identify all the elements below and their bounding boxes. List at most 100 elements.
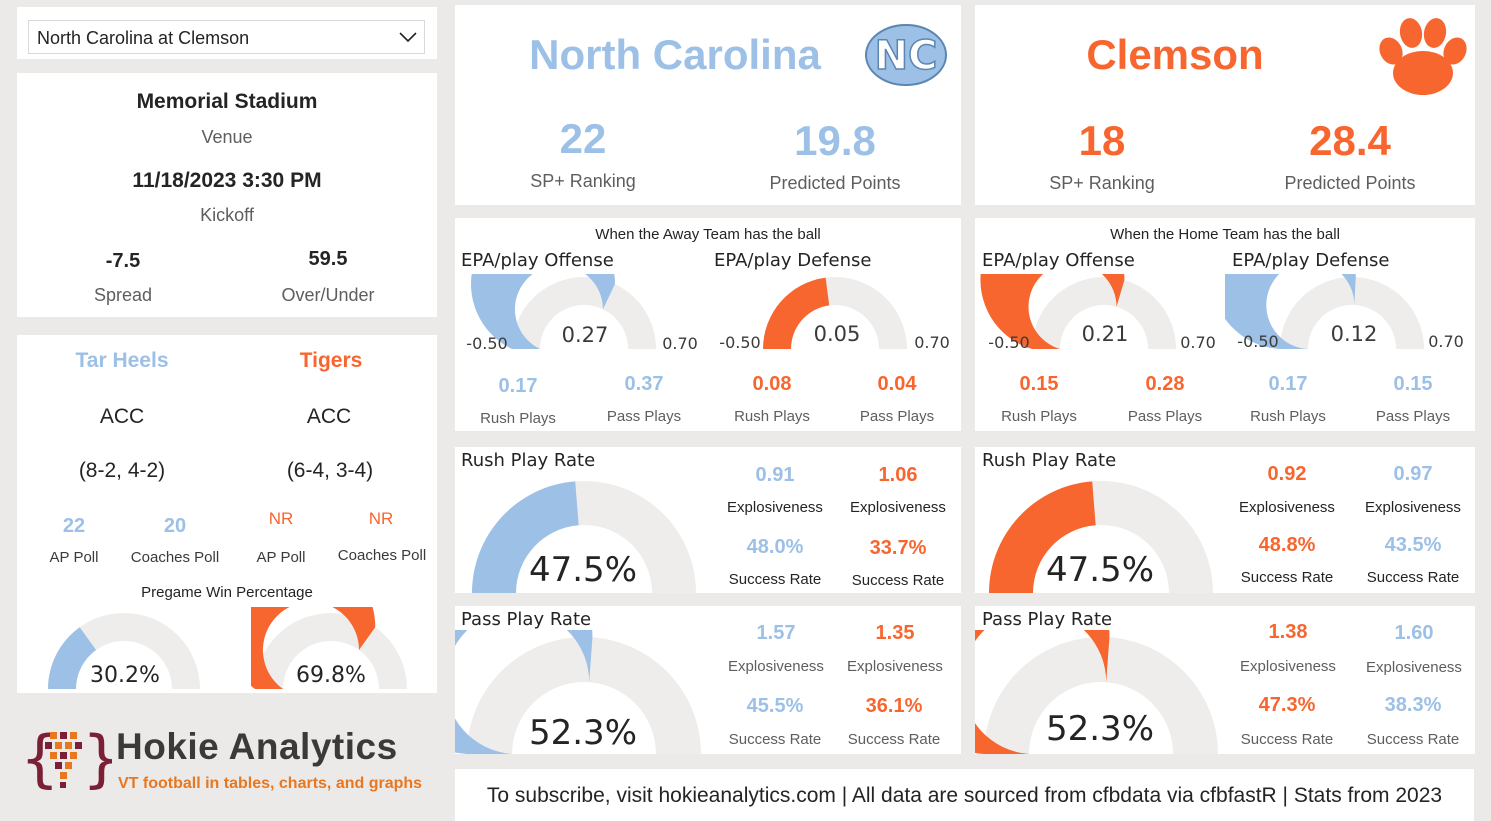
rush-plays-label: Rush Plays (480, 410, 556, 427)
rush-rate-title: Rush Play Rate (982, 450, 1117, 471)
success-rate-label: Success Rate (847, 731, 941, 748)
epa-home-offense-gauge: 0.21 -0.50 0.70 (980, 274, 1216, 352)
success-rate-label: Success Rate (1240, 731, 1334, 748)
pass-plays-label: Pass Plays (1127, 408, 1203, 425)
home-pred-label: Predicted Points (1284, 173, 1416, 193)
away-win-gauge: 30.2% (48, 613, 200, 689)
away-ap-label: AP Poll (49, 549, 99, 566)
gauge-value: 0.21 (1082, 322, 1129, 346)
epa-away-title: When the Away Team has the ball (595, 226, 821, 243)
spread-value: -7.5 (105, 250, 141, 272)
away-nickname: Tar Heels (75, 349, 169, 372)
pass-rate-title: Pass Play Rate (982, 609, 1113, 630)
gauge-min: -0.50 (719, 333, 760, 352)
footer-card: To subscribe, visit hokieanalytics.com |… (455, 769, 1474, 821)
home-def-rush-explosiveness: 1.06 (878, 464, 918, 486)
gauge-min: -0.50 (988, 333, 1029, 352)
home-win-gauge: 69.8% (251, 607, 407, 689)
gauge-track (1280, 277, 1424, 349)
nc-monogram-logo: NC (865, 24, 947, 86)
gauge-fill (1225, 274, 1356, 349)
home-def-rush-epa: 0.08 (752, 373, 792, 395)
away-ap-poll: 22 (62, 515, 86, 537)
gauge-fill (472, 481, 579, 593)
away-coaches-poll: 20 (163, 515, 187, 537)
game-selector-dropdown[interactable]: North Carolina at Clemson (28, 20, 425, 54)
gauge-max: 0.70 (1428, 332, 1464, 351)
away-off-pass-explosiveness: 1.57 (756, 622, 796, 644)
away-record: (8-2, 4-2) (78, 459, 166, 482)
gauge-value: 0.12 (1331, 322, 1378, 346)
explosiveness-label: Explosiveness (1366, 659, 1462, 676)
explosiveness-label: Explosiveness (1365, 499, 1461, 516)
home-off-pass-epa: 0.28 (1145, 373, 1185, 395)
gauge-max: 0.70 (1180, 333, 1216, 352)
rush-rate-title: Rush Play Rate (461, 450, 596, 471)
rush-plays-label: Rush Plays (1250, 408, 1326, 425)
gauge-track (48, 613, 200, 689)
gauge-min: -0.50 (466, 334, 507, 353)
gauge-fill (251, 607, 376, 689)
away-team-header: North Carolina NC 22 SP+ Ranking 19.8 Pr… (455, 5, 961, 205)
away-def-pass-explosiveness: 1.60 (1394, 622, 1434, 644)
rush-plays-label: Rush Plays (1001, 408, 1077, 425)
rush-rate-away-ball-card: Rush Play Rate 47.5% 0.91 1.06 Explosive… (455, 447, 961, 593)
explosiveness-label: Explosiveness (1240, 658, 1336, 675)
explosiveness-label: Explosiveness (727, 499, 823, 516)
pass-rate-away-gauge: 52.3% (455, 630, 701, 754)
pass-plays-label: Pass Plays (859, 408, 935, 425)
epa-away-offense-label: EPA/play Offense (461, 250, 614, 271)
hokie-analytics-logo: { } (20, 722, 112, 795)
gauge-max: 0.70 (662, 334, 698, 353)
home-ap-poll: NR (268, 509, 294, 528)
brand-block: { } Hokie Analytics VT football in table… (20, 718, 440, 798)
home-off-rush-explosiveness: 0.92 (1267, 463, 1307, 485)
gauge-value: 47.5% (529, 550, 637, 590)
rush-rate-home-gauge: 47.5% (989, 481, 1213, 593)
gauge-track (984, 637, 1218, 754)
gauge-value: 52.3% (1046, 709, 1154, 749)
away-team-name: North Carolina (529, 31, 821, 78)
explosiveness-label: Explosiveness (850, 499, 946, 516)
gauge-value: 52.3% (529, 713, 637, 753)
home-off-pass-explosiveness: 1.38 (1268, 621, 1308, 643)
pass-rate-home-ball-card: Pass Play Rate 52.3% 1.38 1.60 Explosive… (975, 606, 1475, 754)
home-def-pass-epa: 0.04 (877, 373, 917, 395)
away-off-pass-epa: 0.37 (624, 373, 664, 395)
away-off-rush-epa: 0.17 (498, 375, 538, 397)
home-coaches-label: Coaches Poll (337, 547, 427, 564)
epa-home-title: When the Home Team has the ball (1110, 226, 1340, 243)
epa-home-defense-gauge: 0.12 -0.50 0.70 (1225, 274, 1464, 351)
away-sp-rank: 22 (559, 115, 607, 162)
home-team-name: Clemson (1086, 31, 1264, 78)
explosiveness-label: Explosiveness (847, 658, 943, 675)
home-off-rush-success: 48.8% (1258, 534, 1316, 556)
away-conference: ACC (99, 405, 145, 428)
away-off-rush-success: 48.0% (746, 536, 804, 558)
home-off-pass-success: 47.3% (1258, 694, 1316, 716)
kickoff-time: 11/18/2023 3:30 PM (132, 169, 322, 192)
gauge-fill (989, 481, 1096, 593)
gauge-value: 0.05 (814, 322, 861, 346)
epa-home-offense-label: EPA/play Offense (982, 250, 1135, 271)
success-rate-label: Success Rate (1366, 569, 1460, 586)
chevron-down-icon[interactable] (398, 30, 418, 44)
epa-home-defense-label: EPA/play Defense (1232, 250, 1390, 271)
game-info-card: Memorial Stadium Venue 11/18/2023 3:30 P… (17, 73, 437, 317)
gauge-value: 47.5% (1046, 550, 1154, 590)
home-conference: ACC (306, 405, 352, 428)
epa-away-ball-card: When the Away Team has the ball EPA/play… (455, 218, 961, 431)
game-selector-value: North Carolina at Clemson (37, 28, 250, 48)
success-rate-label: Success Rate (1240, 569, 1334, 586)
away-pred-label: Predicted Points (769, 173, 901, 193)
home-pred-points: 28.4 (1309, 117, 1391, 164)
venue-label: Venue (201, 127, 253, 147)
gauge-track (467, 637, 701, 754)
gauge-min: -0.50 (1237, 332, 1278, 351)
success-rate-label: Success Rate (728, 731, 822, 748)
home-nickname: Tigers (299, 349, 363, 372)
away-def-rush-explosiveness: 0.97 (1393, 463, 1433, 485)
gauge-track (1032, 277, 1176, 349)
explosiveness-label: Explosiveness (728, 658, 824, 675)
win-pct-title: Pregame Win Percentage (141, 584, 313, 601)
